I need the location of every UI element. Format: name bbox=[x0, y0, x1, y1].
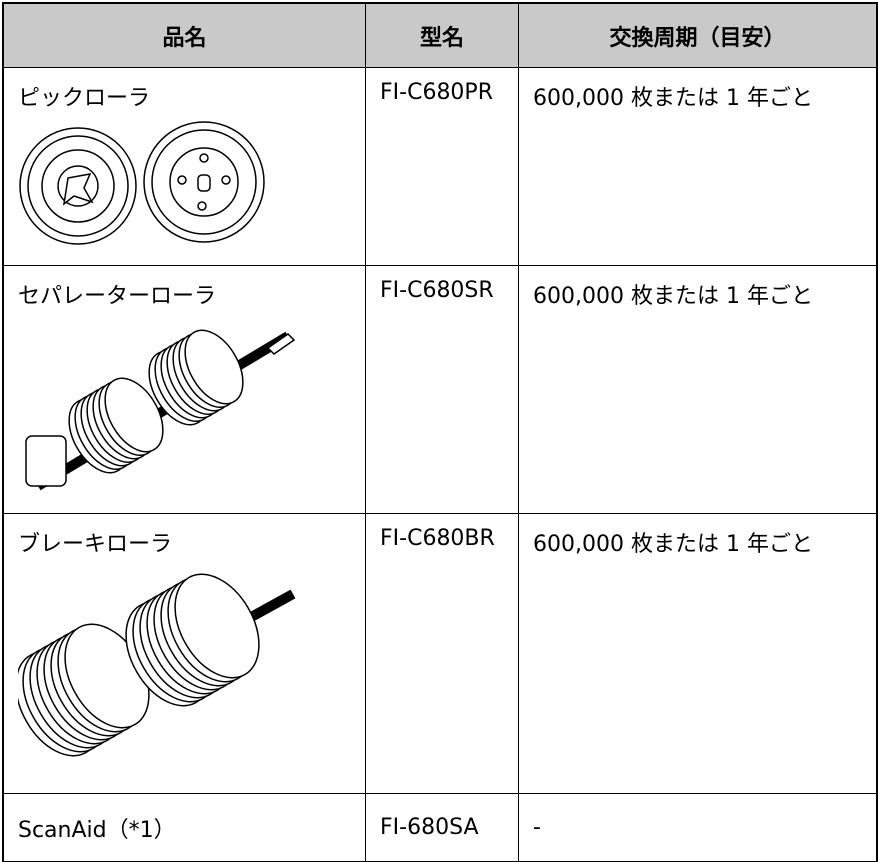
cell: 600,000 枚または 1 年ごと bbox=[518, 513, 877, 794]
cell-text: ピックローラ bbox=[18, 86, 151, 111]
separator-roller-illustration bbox=[25, 329, 296, 491]
pick-roller-illustration bbox=[19, 121, 265, 245]
roller-rib bbox=[184, 329, 244, 405]
cell: ピックローラ bbox=[3, 67, 366, 266]
cell-text: ブレーキローラ bbox=[18, 532, 173, 557]
roller-rib bbox=[104, 377, 164, 453]
cell: ブレーキローラ bbox=[3, 513, 366, 794]
header-cell: 交換周期（目安） bbox=[518, 3, 877, 68]
cell: FI-680SA bbox=[365, 793, 519, 862]
table-row: ブレーキローラ FI-C680BR 600,000 枚または 1 年ごと bbox=[3, 513, 877, 794]
table-row: セパレーターローラ FI-C680SR 600,000 枚または 1 年ごと bbox=[3, 265, 877, 514]
table-row: ピックローラ FI-C680PR 600,000 枚または 1 年ごと bbox=[3, 67, 877, 266]
cell: 600,000 枚または 1 年ごと bbox=[518, 67, 877, 266]
cell: ScanAid（*1） bbox=[3, 793, 366, 862]
cell: 600,000 枚または 1 年ごと bbox=[518, 265, 877, 514]
header-cell: 型名 bbox=[365, 3, 519, 68]
cell: FI-C680PR bbox=[365, 67, 519, 266]
table-row: ScanAid（*1） FI-680SA - bbox=[3, 793, 877, 862]
roller-rib bbox=[174, 573, 260, 679]
cell-text: セパレーターローラ bbox=[18, 284, 217, 309]
cell: FI-C680BR bbox=[365, 513, 519, 794]
header-cell: 品名 bbox=[3, 3, 366, 68]
header-row: 品名 型名 交換周期（目安） bbox=[3, 3, 877, 68]
cell: セパレーターローラ bbox=[3, 265, 366, 514]
cell: - bbox=[518, 793, 877, 862]
cell: FI-C680SR bbox=[365, 265, 519, 514]
brake-roller-illustration bbox=[18, 573, 296, 757]
